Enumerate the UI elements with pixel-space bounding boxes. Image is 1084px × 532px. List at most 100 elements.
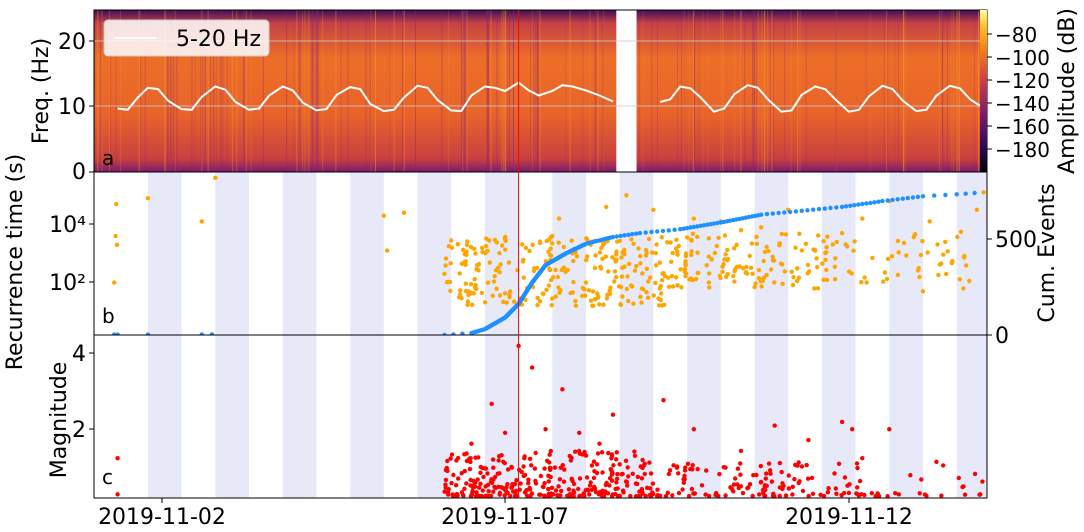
recurrence-point — [670, 250, 675, 256]
magnitude-point — [490, 457, 496, 462]
recurrence-point — [843, 242, 848, 247]
magnitude-point — [495, 471, 500, 476]
recurrence-point — [145, 195, 151, 201]
recurrence-point — [945, 249, 950, 254]
spectrogram-streak — [201, 10, 203, 172]
recurrence-point — [758, 279, 763, 284]
cumulative-point — [691, 224, 696, 230]
magnitude-point — [456, 476, 461, 481]
recurrence-point — [547, 267, 553, 273]
y2axis-b: 0 500 Cum. Events — [987, 183, 1060, 349]
spectrogram-streak — [507, 10, 509, 172]
magnitude-point — [492, 484, 497, 490]
magnitude-point — [680, 487, 685, 492]
recurrence-point — [904, 253, 909, 258]
magnitude-point — [639, 476, 645, 481]
recurrence-point — [585, 254, 590, 259]
spectrogram-streak — [213, 10, 215, 172]
recurrence-point — [694, 276, 699, 282]
recurrence-point — [446, 244, 452, 249]
spectrogram-streak — [460, 10, 462, 172]
magnitude-point — [445, 458, 450, 464]
recurrence-point — [619, 274, 625, 279]
recurrence-point — [754, 234, 759, 239]
magnitude-point — [497, 492, 502, 497]
magnitude-point — [559, 488, 564, 494]
recurrence-point — [497, 293, 503, 298]
magnitude-point — [681, 480, 686, 485]
recurrence-point — [690, 277, 695, 283]
magnitude-point — [655, 487, 660, 492]
spectrogram-streak — [243, 10, 245, 172]
magnitude-point — [764, 471, 769, 476]
magnitude-point — [806, 493, 811, 498]
magnitude-point — [790, 484, 795, 489]
magnitude-point — [845, 483, 850, 488]
magnitude-point — [806, 437, 811, 443]
recurrence-point — [491, 279, 497, 284]
spectrogram-streak — [582, 10, 584, 172]
colorbar-tick-label: −100 — [995, 46, 1050, 70]
magnitude-point — [617, 462, 622, 467]
recurrence-point — [707, 285, 712, 290]
spectrogram-streak — [683, 10, 685, 172]
recurrence-point — [716, 235, 721, 240]
magnitude-point — [491, 489, 496, 494]
magnitude-point — [450, 493, 456, 498]
magnitude-point — [962, 492, 968, 497]
magnitude-point — [553, 488, 559, 493]
spectrogram-streak — [315, 10, 317, 172]
recurrence-point — [643, 247, 649, 253]
recurrence-point — [756, 267, 762, 273]
magnitude-point — [552, 465, 558, 470]
magnitude-point — [750, 493, 755, 498]
magnitude-point — [642, 471, 647, 477]
recurrence-point — [670, 284, 676, 289]
spectrogram-streak — [310, 10, 312, 172]
spectrogram-streak — [565, 10, 567, 172]
spectrogram-streak — [245, 10, 247, 172]
recurrence-point — [501, 299, 506, 305]
recurrence-point — [748, 265, 754, 270]
magnitude-point — [655, 493, 660, 498]
magnitude-point — [690, 463, 695, 468]
magnitude-point — [448, 456, 453, 461]
recurrence-point — [657, 286, 662, 291]
spectrogram-streak — [651, 10, 653, 172]
recurrence-point — [384, 248, 390, 253]
magnitude-point — [728, 485, 733, 490]
recurrence-point — [706, 254, 711, 259]
xtick-label: 2019-11-07 — [441, 505, 569, 530]
recurrence-point — [684, 235, 690, 240]
recurrence-point — [462, 251, 467, 257]
magnitude-point — [505, 467, 511, 472]
magnitude-point — [685, 461, 691, 466]
night-band — [350, 335, 384, 498]
spectrogram-streak — [286, 10, 288, 172]
cumulative-point — [770, 211, 775, 216]
spectrogram-streak — [108, 10, 110, 172]
spectrogram-streak — [262, 10, 264, 172]
magnitude-point — [443, 477, 449, 483]
magnitude-point — [632, 449, 637, 454]
magnitude-point — [591, 475, 597, 481]
recurrence-point — [468, 244, 474, 250]
magnitude-point — [640, 491, 645, 496]
magnitude-point — [527, 456, 533, 461]
recurrence-point — [472, 276, 477, 282]
magnitude-point — [510, 482, 515, 487]
panel-b: b 10² 10⁴ 0 500 Cum. Events Recurrence t… — [3, 154, 1060, 371]
spectrogram-streak — [191, 10, 193, 172]
magnitude-point — [524, 488, 529, 493]
panel-c: c 2 4 Magnitude 2019-11-02 2019-11-07 20… — [47, 335, 987, 530]
recurrence-point — [725, 272, 730, 277]
spectrogram-streak — [441, 10, 443, 172]
cumulative-point — [681, 226, 686, 231]
recurrence-point — [732, 279, 737, 284]
spectrogram-streak — [531, 10, 533, 172]
recurrence-point — [884, 276, 890, 282]
magnitude-point — [486, 493, 492, 498]
recurrence-point — [654, 242, 659, 247]
recurrence-point — [449, 238, 454, 243]
magnitude-point — [648, 494, 654, 498]
